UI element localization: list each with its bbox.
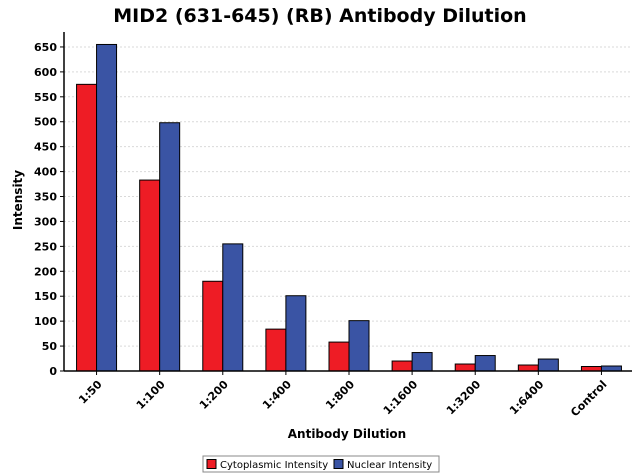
x-axis-label: Antibody Dilution <box>288 427 406 441</box>
bar <box>159 122 181 372</box>
grid-lines <box>64 46 632 347</box>
bar <box>411 352 433 372</box>
bars <box>76 43 622 372</box>
legend: Cytoplasmic Intensity Nuclear Intensity <box>202 455 440 473</box>
y-tick-label: 200 <box>34 265 57 278</box>
x-tick-label: 1:100 <box>134 378 168 412</box>
legend-entry: Cytoplasmic Intensity <box>220 460 328 471</box>
bar <box>222 243 244 372</box>
bar <box>285 295 307 372</box>
y-tick-label: 50 <box>42 340 58 353</box>
y-tick-label: 0 <box>49 365 57 378</box>
y-tick-label: 350 <box>34 191 57 204</box>
y-tick-label: 450 <box>34 141 57 154</box>
x-tick-label: 1:1600 <box>381 378 421 418</box>
bar <box>139 179 161 372</box>
bar <box>454 363 476 372</box>
x-tick-label: 1:400 <box>260 378 294 412</box>
bar <box>202 280 224 372</box>
y-tick-label: 400 <box>34 166 57 179</box>
y-axis-label: Intensity <box>11 170 25 230</box>
bar <box>76 83 98 372</box>
legend-box <box>202 455 440 473</box>
bar <box>391 360 413 372</box>
bar <box>537 358 559 372</box>
y-axis-ticks: 0 50 100 150 200 250 300 350 400 450 500 550 600 650 <box>34 41 64 378</box>
y-tick-label: 600 <box>34 66 57 79</box>
y-tick-label: 100 <box>34 315 57 328</box>
y-tick-label: 550 <box>34 91 57 104</box>
y-tick-label: 300 <box>34 215 57 228</box>
x-tick-label: 1:6400 <box>507 378 547 418</box>
x-tick-label: 1:50 <box>76 378 105 407</box>
legend-swatch <box>206 459 217 469</box>
chart-title: MID2 (631-645) (RB) Antibody Dilution <box>113 5 526 27</box>
bar <box>328 341 350 372</box>
bar <box>474 355 496 372</box>
x-tick-label: Control <box>568 378 609 419</box>
bar <box>96 43 118 372</box>
bar <box>348 320 370 372</box>
x-tick-label: 1:800 <box>323 378 357 412</box>
y-tick-label: 650 <box>34 41 57 54</box>
legend-swatch <box>333 459 344 469</box>
y-tick-label: 250 <box>34 240 57 253</box>
legend-entry: Nuclear Intensity <box>347 460 432 471</box>
x-tick-label: 1:200 <box>197 378 231 412</box>
axes <box>63 32 632 372</box>
bar <box>265 328 287 372</box>
bar <box>517 364 539 372</box>
y-tick-label: 150 <box>34 290 57 303</box>
x-tick-label: 1:3200 <box>444 378 484 418</box>
y-tick-label: 500 <box>34 116 57 129</box>
x-axis-ticks: 1:50 1:100 1:200 1:400 1:800 1:1600 1:3200 1:64… <box>76 371 610 419</box>
